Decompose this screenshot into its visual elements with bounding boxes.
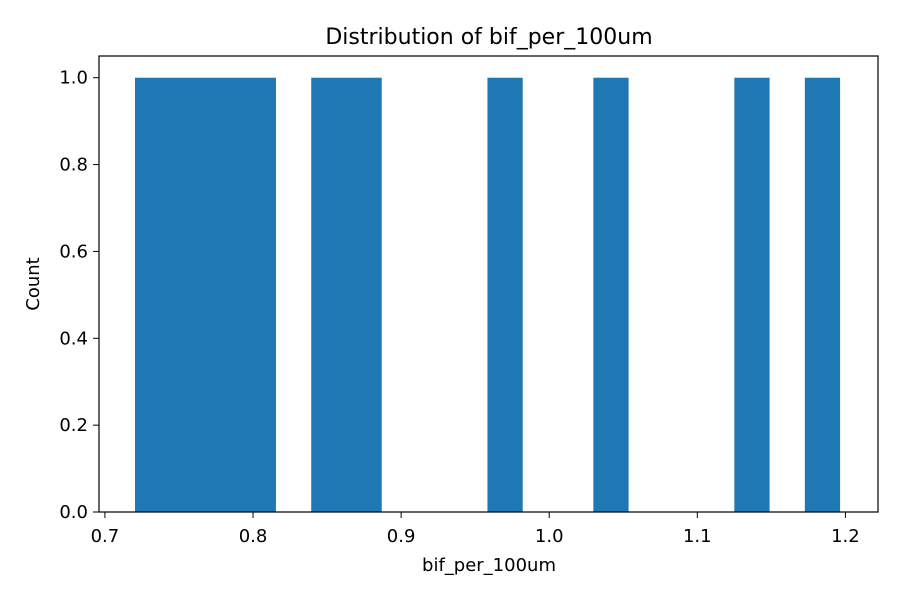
x-tick-label: 1.0 <box>535 526 564 547</box>
x-tick-label: 1.1 <box>683 526 712 547</box>
histogram-bar <box>311 77 382 512</box>
histogram-bar <box>134 77 276 512</box>
y-tick-label: 0.6 <box>59 241 88 262</box>
histogram-bar <box>593 77 629 512</box>
x-tick-label: 0.7 <box>91 526 120 547</box>
histogram-bar <box>734 77 770 512</box>
y-tick-label: 0.2 <box>59 415 88 436</box>
x-tick-label: 0.8 <box>239 526 268 547</box>
x-axis-ticks: 0.7 0.8 0.9 1.0 1.1 1.2 <box>91 512 860 547</box>
y-axis-label: Count <box>23 257 44 310</box>
bars-group <box>134 77 841 512</box>
y-axis-ticks: 0.0 0.2 0.4 0.6 0.8 1.0 <box>59 68 99 523</box>
x-tick-label: 0.9 <box>387 526 416 547</box>
y-tick-label: 1.0 <box>59 68 88 89</box>
y-tick-label: 0.0 <box>59 502 88 523</box>
x-tick-label: 1.2 <box>831 526 860 547</box>
x-axis-label: bif_per_100um <box>422 555 556 576</box>
y-tick-label: 0.4 <box>59 328 88 349</box>
chart-title: Distribution of bif_per_100um <box>325 25 652 50</box>
plot-frame <box>98 55 879 513</box>
histogram-bar <box>487 77 523 512</box>
y-tick-label: 0.8 <box>59 155 88 176</box>
histogram-bar <box>804 77 841 512</box>
